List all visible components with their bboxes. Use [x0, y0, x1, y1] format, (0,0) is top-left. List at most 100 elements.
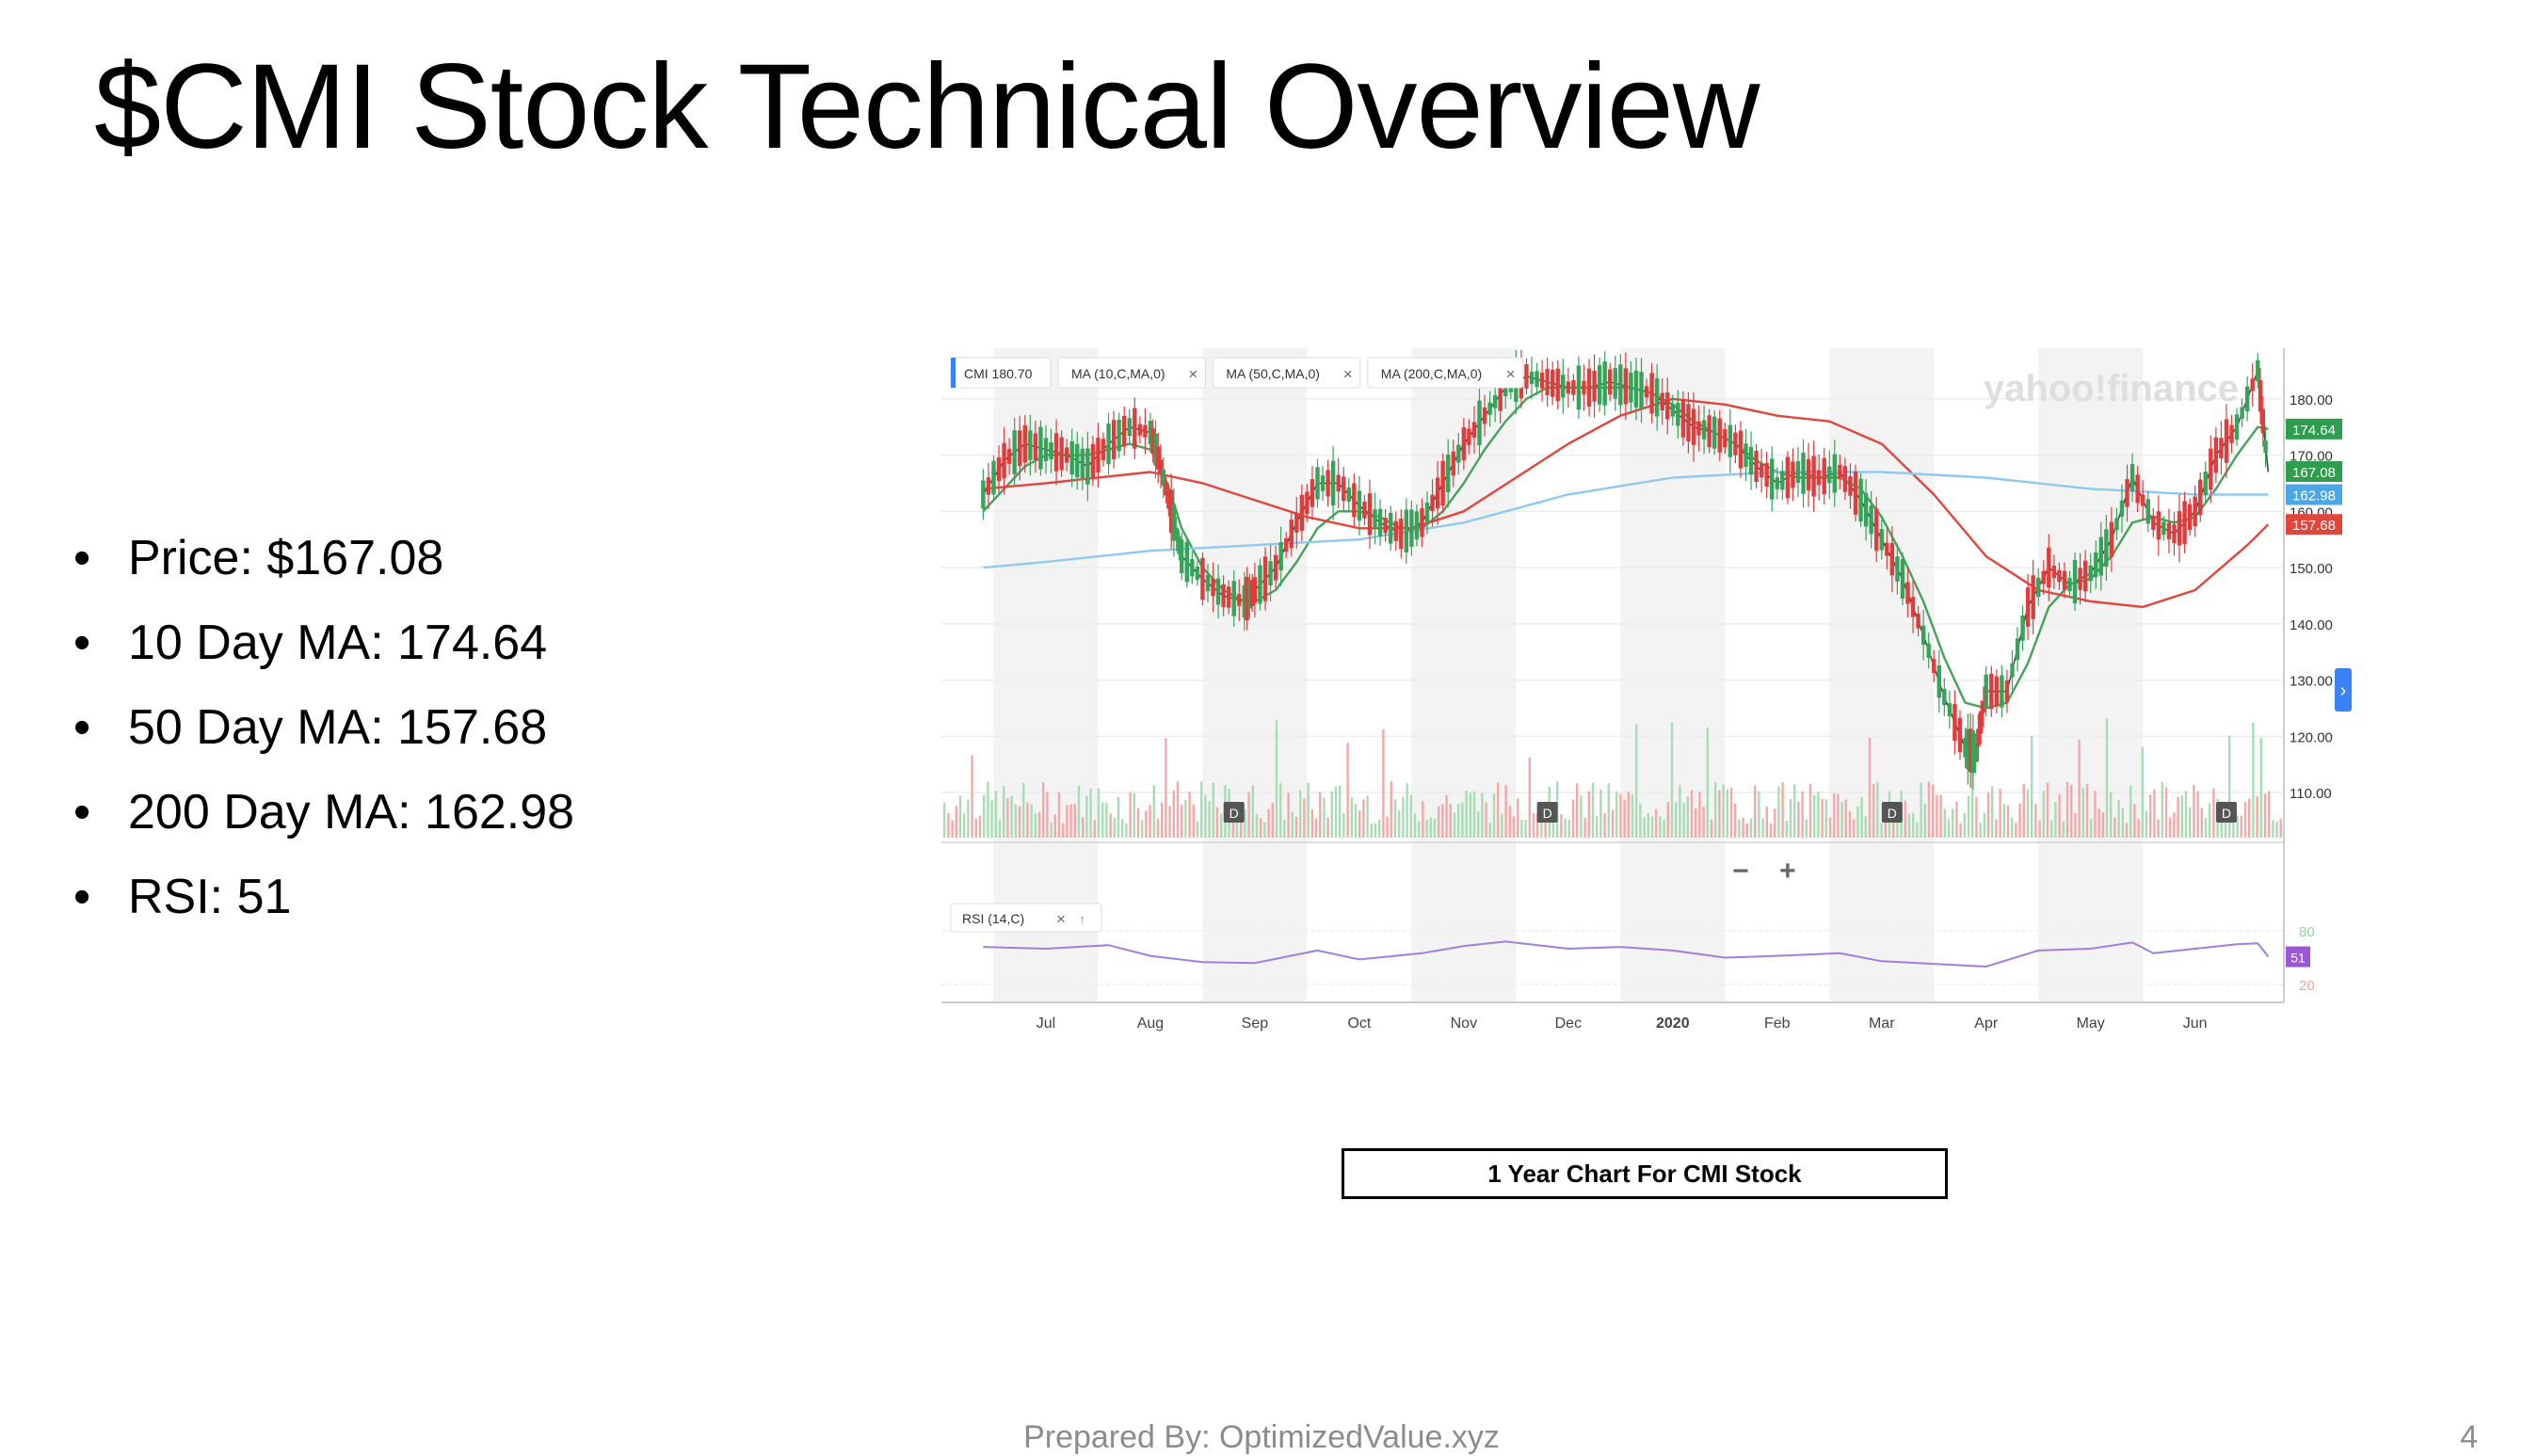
volume-bar	[1517, 798, 1519, 838]
volume-bar	[1441, 804, 1444, 838]
candle-body	[2094, 552, 2098, 578]
volume-bar	[1287, 792, 1290, 838]
volume-bar	[1113, 817, 1116, 838]
volume-bar	[1398, 810, 1401, 838]
candle-body	[1440, 460, 1445, 506]
candle-body	[1754, 450, 1759, 483]
candle-body	[1022, 424, 1027, 463]
stock-chart[interactable]: 180.00 170.00 160.00 150.00 140.00 130.00 120.…	[932, 329, 2363, 1045]
volume-bar	[990, 800, 993, 838]
candle-body	[1539, 372, 1545, 389]
volume-bar	[2090, 819, 2093, 838]
candle-body	[2004, 680, 2010, 703]
volume-bar	[1283, 820, 1286, 838]
candle-body	[1226, 586, 1231, 608]
x-tick-label: Feb	[1764, 1016, 1791, 1032]
volume-bar	[2054, 802, 2057, 838]
volume-bar	[2164, 787, 2168, 838]
volume-bar	[2243, 801, 2247, 838]
candle-body	[1644, 386, 1649, 398]
volume-bar	[987, 781, 989, 838]
dividend-marker	[1223, 802, 1245, 823]
candle-body	[1161, 469, 1166, 487]
candle-body	[2156, 511, 2161, 540]
candle-body	[2082, 560, 2088, 592]
candle-body	[1691, 408, 1696, 445]
volume-bar	[1821, 798, 1824, 838]
candle-body	[2193, 496, 2197, 527]
month-shade	[1620, 348, 1726, 1002]
volume-bar	[1003, 786, 1005, 838]
volume-bar	[1149, 805, 1151, 838]
volume-bar	[2220, 815, 2223, 838]
volume-bar	[1690, 790, 1694, 838]
candle-body	[1305, 491, 1310, 515]
candle-body	[2072, 559, 2078, 604]
legend-label: MA (50,C,MA,0)	[1226, 366, 1320, 381]
volume-bar	[1251, 785, 1254, 838]
legend-chip	[1367, 357, 1524, 389]
candle-body	[1858, 478, 1863, 522]
volume-bar	[1864, 816, 1867, 838]
candle-body	[1451, 451, 1455, 476]
volume-bar	[1754, 785, 1757, 838]
legend-label: CMI 180.70	[964, 366, 1033, 381]
volume-bar	[1560, 813, 1563, 838]
volume-bar	[943, 802, 946, 838]
volume-bar	[2272, 820, 2274, 838]
candle-body	[1717, 418, 1722, 453]
volume-bar	[1761, 818, 1764, 838]
volume-bar	[1181, 805, 1183, 838]
volume-bar	[1655, 808, 1658, 838]
candle-body	[1994, 676, 2000, 707]
scroll-right-button[interactable]	[2335, 668, 2352, 712]
candle-body	[1592, 371, 1597, 402]
volume-bar	[1240, 812, 1243, 838]
volume-bar	[2153, 789, 2156, 838]
volume-bar	[1350, 797, 1353, 838]
volume-bar	[2196, 791, 2199, 838]
zoom-in-button[interactable]: +	[1779, 856, 1796, 887]
volume-bar	[2224, 823, 2227, 838]
metric-price: • Price: $167.08	[73, 516, 574, 600]
candle-body	[2260, 408, 2266, 434]
candle-body	[1576, 365, 1582, 410]
candle-body	[986, 477, 991, 495]
volume-bar	[1663, 819, 1665, 838]
volume-bar	[1848, 810, 1852, 838]
candle-body	[1420, 507, 1424, 537]
candle-body	[1973, 744, 1978, 762]
stock-chart-svg[interactable]: 180.00170.00160.00150.00140.00130.00120.…	[932, 329, 2363, 1045]
volume-bar	[1314, 818, 1318, 838]
volume-bar	[2149, 794, 2152, 838]
candle-body	[1801, 453, 1806, 494]
volume-bar	[1145, 810, 1148, 838]
candle-body	[1373, 509, 1377, 528]
candle-body	[2161, 521, 2166, 536]
candle-body	[1738, 430, 1744, 469]
volume-bar	[1172, 790, 1175, 838]
dividend-marker-label: D	[1229, 806, 1239, 821]
volume-bar	[1342, 813, 1345, 838]
candle-body	[1477, 400, 1482, 445]
dividend-marker-label: D	[2222, 806, 2231, 821]
candle-body	[1367, 493, 1373, 536]
volume-bar	[2256, 795, 2258, 838]
bullet-dot: •	[73, 531, 91, 585]
candle-body	[2182, 501, 2187, 545]
volume-bar	[1702, 807, 1705, 838]
volume-bar	[1679, 785, 1681, 838]
volume-bar	[2074, 812, 2077, 838]
candle-body	[1143, 424, 1148, 438]
volume-bar	[1129, 792, 1132, 838]
volume-bar	[2161, 781, 2163, 838]
volume-bar	[1010, 795, 1013, 838]
candle-body	[1957, 717, 1963, 753]
zoom-out-button[interactable]: −	[1732, 856, 1749, 887]
volume-bar	[2070, 785, 2073, 838]
candle-body	[1090, 443, 1096, 478]
volume-bar	[1611, 809, 1615, 838]
dividend-marker	[1881, 802, 1903, 823]
candle-body	[1561, 375, 1566, 398]
candle-body	[2240, 407, 2244, 419]
